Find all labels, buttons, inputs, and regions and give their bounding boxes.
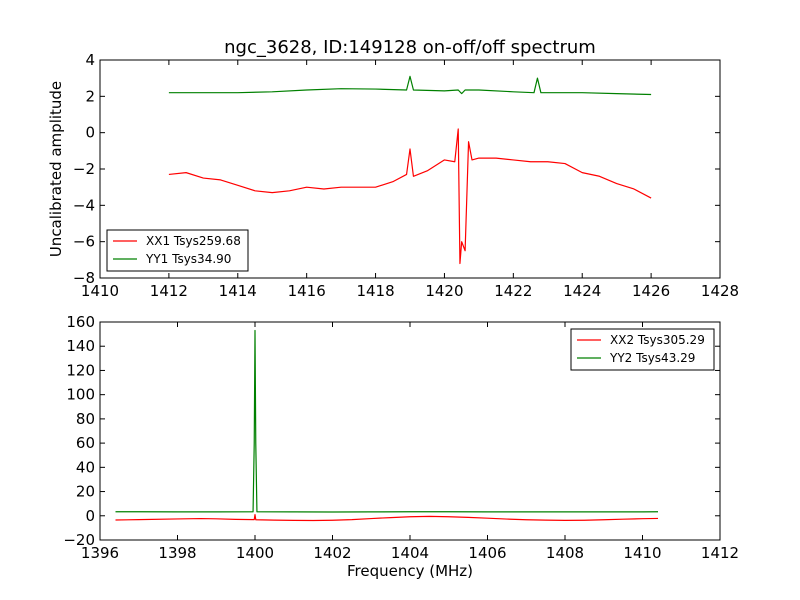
top-x-tick-label: 1412 xyxy=(150,282,188,300)
bottom-x-tick-label: 1406 xyxy=(468,544,506,562)
top-x-tick-label: 1422 xyxy=(494,282,532,300)
top-y-axis-label: Uncalibrated amplitude xyxy=(47,81,65,257)
bottom-series-line-2 xyxy=(115,329,659,513)
top-x-tick-label: 1428 xyxy=(701,282,739,300)
bottom-x-tick-label: 1400 xyxy=(236,544,274,562)
bottom-x-tick-label: 1404 xyxy=(391,544,429,562)
top-legend-box xyxy=(106,229,249,272)
top-y-tick-label: 4 xyxy=(85,51,95,69)
top-x-tick-label: 1426 xyxy=(632,282,670,300)
top-x-tick-label: 1420 xyxy=(425,282,463,300)
bottom-x-tick-label: 1410 xyxy=(623,544,661,562)
legend-label-xx1: XX1 Tsys259.68 xyxy=(146,234,241,248)
top-y-tick-label: −2 xyxy=(73,160,95,178)
top-x-tick-label: 1410 xyxy=(81,282,119,300)
top-panel: 1410 1412 1414 1416 1418 1420 1422 1424 1426 1428… xyxy=(47,51,739,300)
top-x-tick-label: 1414 xyxy=(219,282,257,300)
bottom-y-tick-label: 120 xyxy=(66,361,95,379)
top-y-tick-label: 2 xyxy=(85,87,95,105)
bottom-series-line-1 xyxy=(115,513,659,522)
top-y-tick-label: −4 xyxy=(73,196,95,214)
bottom-y-tick-label: 100 xyxy=(66,386,95,404)
bottom-panel: 1396 1398 1400 1402 1404 1406 1408 1410 14121601… xyxy=(63,313,739,580)
bottom-y-tick-label: 20 xyxy=(76,483,95,501)
bottom-y-tick-label: 140 xyxy=(66,337,95,355)
top-x-tick-label: 1424 xyxy=(563,282,601,300)
top-x-tick-label: 1418 xyxy=(356,282,394,300)
bottom-x-tick-label: 1396 xyxy=(81,544,119,562)
bottom-y-tick-label: 40 xyxy=(76,458,95,476)
top-legend: XX1 Tsys259.68 YY1 Tsys34.90 xyxy=(106,229,249,272)
bottom-y-tick-label: 0 xyxy=(85,507,95,525)
bottom-x-tick-label: 1402 xyxy=(313,544,351,562)
bottom-x-tick-label: 1412 xyxy=(701,544,739,562)
chart-title: ngc_3628, ID:149128 on-off/off spectrum xyxy=(224,37,596,58)
bottom-legend-box xyxy=(570,328,715,371)
bottom-x-tick-label: 1408 xyxy=(546,544,584,562)
legend-label-xx2: XX2 Tsys305.29 xyxy=(610,333,705,347)
bottom-y-tick-label: 80 xyxy=(76,410,95,428)
legend-label-yy1: YY1 Tsys34.90 xyxy=(145,252,231,266)
top-series-line-2 xyxy=(168,75,652,96)
top-series-line-1 xyxy=(168,128,652,265)
legend-label-yy2: YY2 Tsys43.29 xyxy=(609,351,695,365)
top-y-tick-label: −6 xyxy=(73,233,95,251)
top-y-tick-label: −8 xyxy=(73,269,95,287)
bottom-x-axis-label: Frequency (MHz) xyxy=(347,562,473,580)
bottom-y-tick-label: 160 xyxy=(66,313,95,331)
bottom-y-tick-label: −20 xyxy=(63,531,95,549)
bottom-legend: XX2 Tsys305.29 YY2 Tsys43.29 xyxy=(570,328,715,371)
top-x-tick-label: 1416 xyxy=(288,282,326,300)
top-y-tick-label: 0 xyxy=(85,124,95,142)
bottom-y-tick-label: 60 xyxy=(76,434,95,452)
bottom-x-tick-label: 1398 xyxy=(158,544,196,562)
